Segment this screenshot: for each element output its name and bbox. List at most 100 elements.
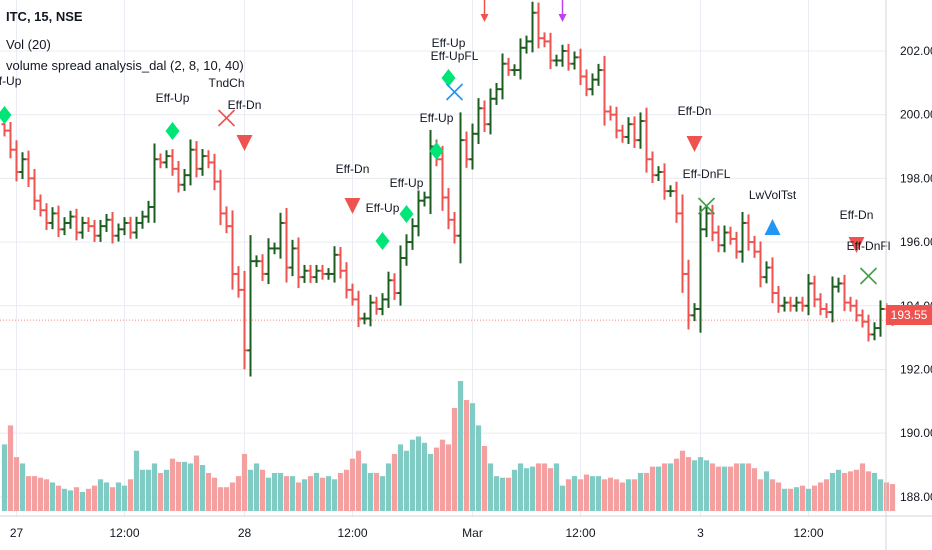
ohlc-bar (805, 274, 812, 316)
ohlc-bar (619, 124, 626, 143)
volume-bar (217, 487, 224, 511)
time-tick-label: 12:00 (565, 526, 595, 540)
volume-bar (415, 436, 422, 511)
ohlc-bar (169, 149, 176, 176)
ohlc-bar (409, 218, 416, 250)
time-axis[interactable]: 27 12:00 28 12:00 Mar 12:00 3 12:00 (10, 526, 824, 540)
ohlc-bar (607, 105, 614, 121)
volume-bar (823, 479, 830, 511)
ohlc-bar (7, 121, 14, 159)
volume-bar (613, 479, 620, 511)
volume-bar (871, 472, 878, 511)
ohlc-bar (733, 231, 740, 259)
ohlc-bar (133, 216, 140, 239)
ohlc-bar (595, 63, 602, 86)
volume-bar (325, 476, 332, 511)
time-tick-label: 12:00 (337, 526, 367, 540)
volume-bar (169, 458, 176, 511)
volume-bar (547, 468, 554, 511)
volume-bar (181, 461, 188, 511)
ohlc-bar (793, 296, 800, 312)
ohlc-bar (511, 64, 518, 76)
ohlc-bar (301, 264, 308, 283)
ohlc-bar (769, 257, 776, 304)
ohlc-bar (697, 205, 704, 333)
signal-label: Eff-Dn (228, 98, 262, 112)
ohlc-bar (463, 131, 470, 168)
ohlc-bar (391, 273, 398, 301)
ohlc-bar (109, 211, 116, 244)
volume-bar (385, 463, 392, 511)
ohlc-bar (835, 277, 842, 293)
volume-bar (703, 460, 710, 511)
signal-label: Eff-Up (420, 111, 454, 125)
volume-bar (859, 463, 866, 511)
ohlc-bar (517, 38, 524, 80)
volume-bar (409, 439, 416, 511)
volume-bar (25, 476, 32, 511)
volume-bar (259, 469, 266, 511)
signal-label: Eff-Up (390, 176, 424, 190)
ohlc-bar (61, 217, 68, 236)
ohlc-bar (673, 181, 680, 223)
volume-bar (265, 477, 272, 511)
ohlc-bar (577, 48, 584, 86)
volume-bar (757, 479, 764, 511)
volume-bar (289, 476, 296, 511)
ohlc-bar (379, 293, 386, 316)
volume-bar (55, 485, 62, 511)
ohlc-bar (97, 219, 104, 242)
ohlc-bar (361, 312, 368, 325)
ohlc-bar (661, 163, 668, 200)
triangle-down-icon (344, 198, 361, 214)
volume-bar (31, 476, 38, 511)
volume-bar (457, 381, 464, 511)
volume-bar (775, 482, 782, 511)
ohlc-bar (721, 225, 728, 253)
ohlc-bar (115, 223, 122, 242)
volume-bar (865, 471, 872, 511)
signal-label: Eff-Up (0, 74, 22, 88)
ohlc-bar (427, 129, 434, 215)
ohlc-bar (223, 206, 230, 234)
symbol-title[interactable]: ITC, 15, NSE (6, 9, 83, 24)
price-axis[interactable]: 202.00200.00198.00196.00194.00192.00190.… (900, 44, 932, 504)
volume-bar (139, 469, 146, 511)
ohlc-bar (193, 141, 200, 178)
ohlc-bar (163, 150, 170, 169)
ohlc-bar (175, 161, 182, 193)
volume-bar (61, 488, 68, 511)
ohlc-bar (49, 207, 56, 230)
time-tick-label: 12:00 (793, 526, 823, 540)
ohlc-bar (847, 296, 854, 312)
volume-bar (523, 468, 530, 511)
ohlc-bar (613, 106, 620, 139)
volume-bar (367, 472, 374, 511)
volume-bar (697, 457, 704, 511)
volume-bar (853, 469, 860, 511)
ohlc-bar (337, 247, 344, 279)
volume-bar (643, 472, 650, 511)
ohlc-bar (709, 204, 716, 242)
ohlc-bar (703, 205, 710, 238)
volume-bar (577, 479, 584, 511)
volume-bar (379, 476, 386, 511)
volume-bar (829, 472, 836, 511)
cross-stroke (697, 197, 716, 215)
vsa-indicator-label[interactable]: volume spread analysis_dal (2, 8, 10, 40… (6, 58, 244, 73)
ohlc-bar (241, 270, 248, 370)
ohlc-bar (643, 107, 650, 173)
volume-bar (607, 477, 614, 511)
ohlc-bar (823, 303, 830, 318)
volume-bar (223, 487, 230, 511)
ohlc-bar (685, 259, 692, 330)
volume-bar (97, 479, 104, 511)
volume-bar (37, 477, 44, 511)
volume-indicator-label[interactable]: Vol (20) (6, 37, 51, 52)
volume-bar (637, 472, 644, 511)
volume-bar (709, 463, 716, 511)
ohlc-bar (841, 274, 848, 312)
volume-bar (403, 450, 410, 511)
volume-bar (187, 463, 194, 511)
